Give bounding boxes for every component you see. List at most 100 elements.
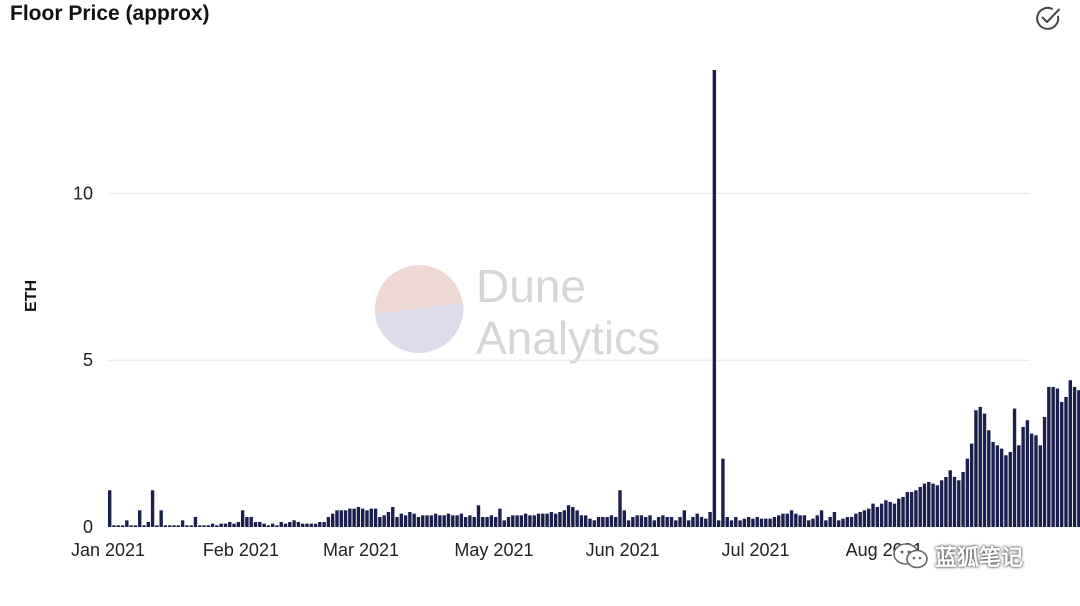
bar [704, 518, 708, 527]
bar [193, 516, 198, 527]
bar [588, 518, 592, 527]
bar [871, 503, 875, 527]
bar [331, 513, 335, 527]
bar [764, 518, 768, 527]
chart-title: Floor Price (approx) [10, 2, 210, 25]
bar [129, 525, 133, 527]
bar [682, 510, 687, 527]
bar [622, 510, 626, 527]
bar [468, 515, 472, 527]
bar [300, 523, 305, 527]
bar [198, 525, 202, 527]
bar [858, 511, 862, 527]
bar [798, 515, 802, 527]
bar [155, 525, 159, 527]
bar [223, 523, 228, 527]
bar [742, 518, 747, 527]
bar [378, 516, 382, 527]
bar [592, 520, 596, 527]
bar [185, 525, 189, 527]
bar [459, 513, 464, 527]
bar [656, 516, 661, 527]
bar [446, 513, 451, 527]
bar [335, 510, 339, 527]
bar [935, 485, 940, 527]
bar [168, 525, 172, 527]
bar [553, 513, 558, 527]
bar [999, 448, 1004, 527]
bar [699, 516, 704, 527]
x-tick-label: Jan 2021 [71, 540, 145, 560]
y-tick-label: 10 [73, 183, 93, 203]
bar [978, 406, 982, 527]
bar [485, 516, 489, 527]
bar [987, 430, 991, 527]
bar [819, 510, 824, 527]
bar [854, 513, 858, 527]
bar [442, 515, 446, 527]
bar [112, 525, 116, 527]
x-tick-label: Jun 2021 [586, 540, 660, 560]
bar [1042, 416, 1047, 527]
bar [108, 490, 112, 527]
bar [1072, 386, 1077, 527]
bar [1030, 433, 1034, 527]
bar [361, 508, 365, 527]
bar [399, 513, 403, 527]
bar [352, 508, 356, 527]
bar [626, 520, 631, 527]
bar [309, 523, 313, 527]
bar [489, 515, 494, 527]
bar [665, 516, 669, 527]
bar [841, 518, 845, 527]
bar [605, 516, 609, 527]
bar [596, 516, 601, 527]
bar [159, 510, 163, 527]
bar [1034, 435, 1038, 527]
bar [558, 511, 562, 527]
wechat-badge: 蓝狐笔记 [893, 540, 1023, 572]
bar [395, 516, 399, 527]
bar [296, 522, 301, 527]
bar [708, 511, 712, 527]
bar [163, 525, 168, 527]
bar [974, 410, 978, 527]
bar [931, 483, 935, 527]
bar [939, 480, 944, 527]
bar [275, 525, 279, 527]
bar [425, 515, 429, 527]
bar [176, 525, 180, 527]
bar [232, 523, 236, 527]
bar [918, 486, 922, 527]
bar [1068, 380, 1072, 527]
bar [373, 508, 378, 527]
bar [270, 523, 275, 527]
bar [172, 525, 176, 527]
bar [412, 513, 416, 527]
x-tick-label: Mar 2021 [323, 540, 399, 560]
bar [1064, 396, 1068, 527]
bar [772, 516, 777, 527]
check-circle-icon[interactable] [1034, 4, 1062, 32]
bar [965, 458, 970, 527]
bar [249, 516, 253, 527]
bar [416, 516, 421, 527]
bar [120, 525, 125, 527]
y-tick-label: 0 [83, 517, 93, 537]
x-tick-label: May 2021 [454, 540, 533, 560]
bar [957, 480, 961, 527]
bar [142, 525, 146, 527]
bar [146, 522, 150, 527]
bar [579, 515, 584, 527]
bar [348, 508, 352, 527]
bar [725, 516, 729, 527]
bar [262, 523, 266, 527]
bar [1021, 426, 1025, 527]
bar [1008, 451, 1012, 527]
bar [1060, 401, 1064, 527]
bar [614, 516, 618, 527]
bar [549, 511, 554, 527]
bar [253, 522, 258, 527]
bar [429, 515, 434, 527]
bar [463, 516, 468, 527]
